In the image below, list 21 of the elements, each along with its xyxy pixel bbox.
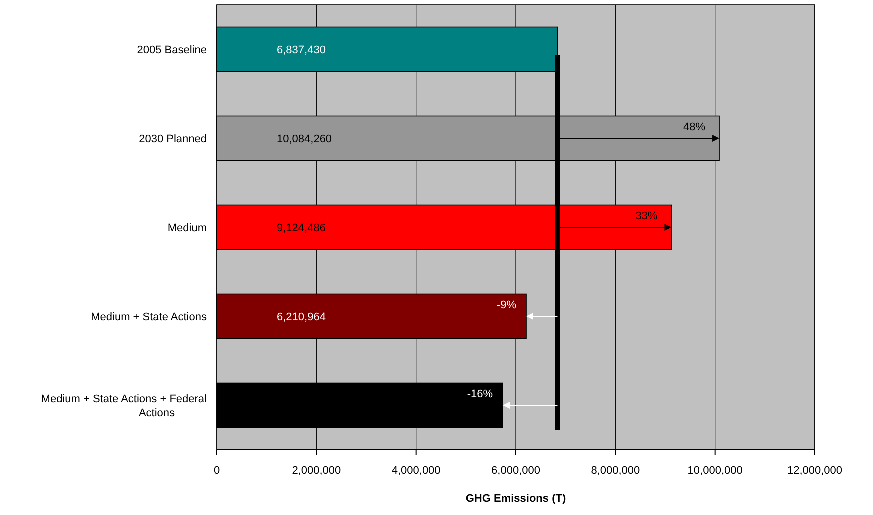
data-label: 10,084,260 [277, 134, 332, 146]
data-label: 6,837,430 [277, 44, 326, 56]
annotation: -9% [496, 300, 517, 312]
y-tick-label: Medium + State Actions [91, 312, 208, 324]
annotation: 33% [636, 210, 658, 222]
x-tick-label: 12,000,000 [787, 465, 843, 477]
data-label: 6,210,964 [277, 312, 326, 324]
y-tick-label: 2030 Planned [139, 134, 207, 146]
y-tick-label: Medium [168, 222, 207, 234]
y-tick-label: Medium + State Actions + Federal Actions [41, 394, 207, 420]
y-tick-label: 2005 Baseline [137, 44, 207, 56]
x-tick-label: 8,000,000 [591, 465, 640, 477]
annotation: 48% [684, 122, 706, 134]
x-tick-label: 2,000,000 [292, 465, 342, 477]
x-axis-title: GHG Emissions (T) [466, 493, 566, 505]
x-tick-label: 10,000,000 [688, 465, 743, 477]
x-tick-label: 4,000,000 [392, 465, 441, 477]
data-label: 9,124,486 [277, 222, 326, 234]
annotation: -16% [467, 388, 494, 400]
x-tick-label: 6,000,000 [492, 465, 540, 477]
x-tick-label: 0 [214, 465, 220, 477]
